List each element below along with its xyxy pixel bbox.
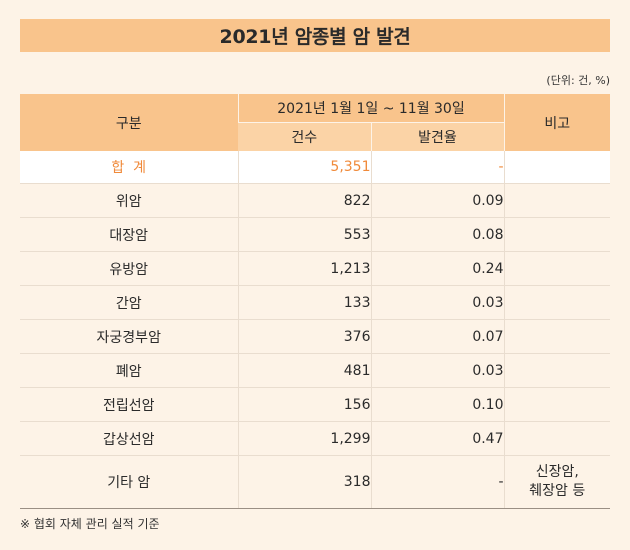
row-note	[503, 421, 610, 456]
row-rate: 0.03	[370, 285, 504, 320]
cancer-detection-table: 구분 2021년 1월 1일 ~ 11월 30일 비고 건수 발견율 합 계 5…	[20, 94, 610, 509]
row-name: 갑상선암	[20, 421, 238, 456]
header-rate: 발견율	[370, 122, 504, 151]
row-count: 553	[237, 217, 371, 252]
row-count: 1,299	[237, 421, 371, 456]
total-label: 합 계	[20, 151, 238, 184]
table-row: 간암 133 0.03	[20, 285, 610, 320]
total-count: 5,351	[237, 151, 371, 184]
row-note: 신장암, 췌장암 등	[503, 455, 610, 509]
row-name: 기타 암	[20, 455, 238, 509]
table-row: 자궁경부암 376 0.07	[20, 319, 610, 354]
table-row: 대장암 553 0.08	[20, 217, 610, 252]
row-count: 376	[237, 319, 371, 354]
row-note	[503, 353, 610, 388]
title-bar: 2021년 암종별 암 발견	[20, 19, 610, 52]
row-rate: 0.03	[370, 353, 504, 388]
row-rate: 0.10	[370, 387, 504, 422]
row-name: 유방암	[20, 251, 238, 286]
table-row: 전립선암 156 0.10	[20, 387, 610, 422]
row-note	[503, 387, 610, 422]
header-period: 2021년 1월 1일 ~ 11월 30일	[237, 94, 504, 123]
row-rate: 0.07	[370, 319, 504, 354]
row-count: 156	[237, 387, 371, 422]
header-note: 비고	[503, 94, 610, 151]
row-rate: 0.09	[370, 183, 504, 218]
page-title: 2021년 암종별 암 발견	[219, 26, 411, 48]
total-row: 합 계 5,351 -	[20, 151, 610, 184]
row-count: 481	[237, 353, 371, 388]
footnote: ※ 협회 자체 관리 실적 기준	[20, 517, 160, 531]
row-note-line1: 신장암,	[535, 464, 579, 480]
row-rate: 0.47	[370, 421, 504, 456]
table-row: 갑상선암 1,299 0.47	[20, 421, 610, 456]
row-name: 폐암	[20, 353, 238, 388]
row-note	[503, 217, 610, 252]
table-row: 폐암 481 0.03	[20, 353, 610, 388]
header-count: 건수	[238, 122, 371, 151]
row-count: 1,213	[237, 251, 371, 286]
row-note	[503, 285, 610, 320]
row-name: 대장암	[20, 217, 238, 252]
row-note	[503, 183, 610, 218]
unit-note: (단위: 건, %)	[546, 74, 610, 87]
row-rate: 0.24	[370, 251, 504, 286]
row-note-line2: 췌장암 등	[529, 483, 586, 499]
row-name: 전립선암	[20, 387, 238, 422]
row-rate: -	[370, 455, 504, 509]
row-count: 822	[237, 183, 371, 218]
table-row: 유방암 1,213 0.24	[20, 251, 610, 286]
row-name: 간암	[20, 285, 238, 320]
row-note	[503, 319, 610, 354]
total-rate: -	[370, 151, 504, 184]
row-name: 위암	[20, 183, 238, 218]
table-row: 위암 822 0.09	[20, 183, 610, 218]
table-row: 기타 암 318 - 신장암, 췌장암 등	[20, 455, 610, 509]
row-rate: 0.08	[370, 217, 504, 252]
header-category: 구분	[20, 94, 238, 151]
total-note	[503, 151, 610, 184]
row-count: 133	[237, 285, 371, 320]
row-name: 자궁경부암	[20, 319, 238, 354]
row-note	[503, 251, 610, 286]
row-count: 318	[237, 455, 371, 509]
